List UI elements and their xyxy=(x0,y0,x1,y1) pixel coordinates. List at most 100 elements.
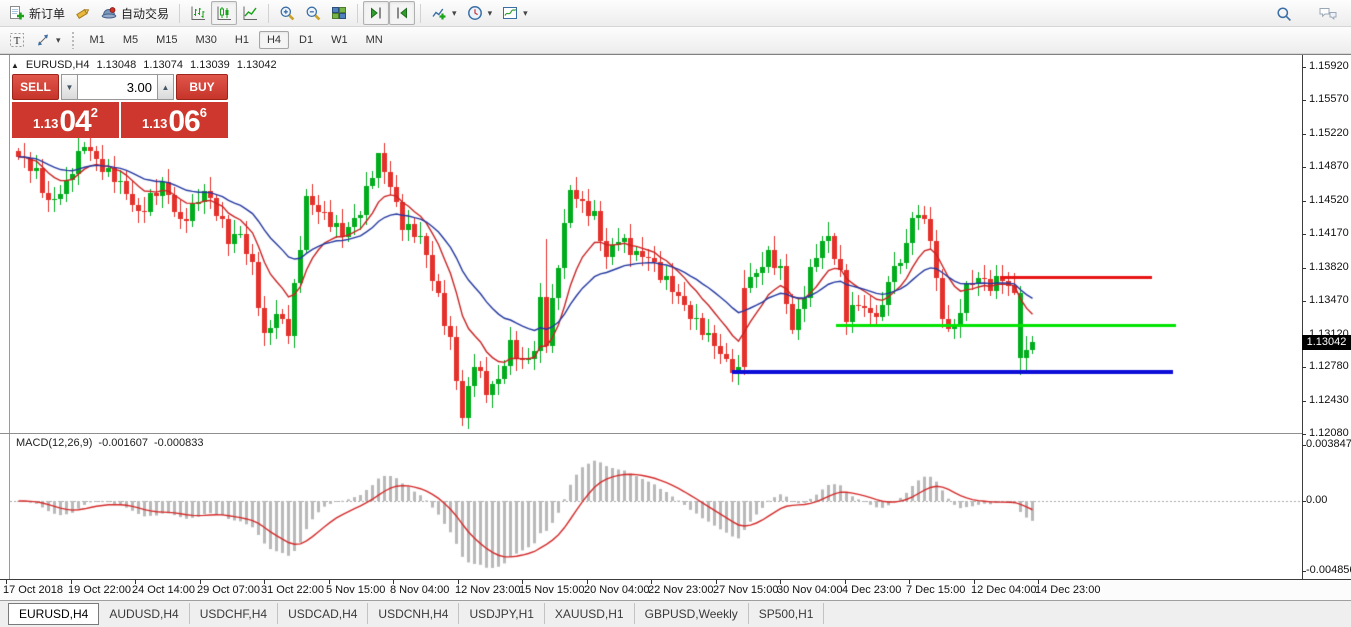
volume-input[interactable] xyxy=(78,74,157,100)
price-axis-tick-mark xyxy=(1302,133,1306,135)
sell-price-point: 2 xyxy=(90,105,98,120)
time-axis-label: 7 Dec 15:00 xyxy=(906,584,966,596)
time-axis-tick-mark xyxy=(522,580,523,584)
time-axis-label: 5 Nov 15:00 xyxy=(326,584,386,596)
toolbar-separator xyxy=(357,3,359,23)
autotrading-button[interactable]: 自动交易 xyxy=(96,1,174,25)
new-order-button[interactable]: 新订单 xyxy=(4,1,70,25)
market-tab-audusd-h4[interactable]: AUDUSD,H4 xyxy=(99,603,190,624)
cursor-tool-button[interactable]: ▾ xyxy=(30,28,66,52)
time-axis-label: 12 Nov 23:00 xyxy=(455,584,521,596)
time-axis-ruler[interactable] xyxy=(0,579,1351,601)
timeframe-button-mn[interactable]: MN xyxy=(365,34,383,46)
market-watch-tabs: EURUSD,H4 AUDUSD,H4 USDCHF,H4 USDCAD,H4 USDC… xyxy=(0,600,1351,627)
bar-chart-button[interactable] xyxy=(185,1,211,25)
price-axis-tick-mark xyxy=(1302,167,1306,169)
zoom-in-button[interactable] xyxy=(274,1,300,25)
market-tab-usdcnh-h4[interactable]: USDCNH,H4 xyxy=(368,603,460,624)
market-tab-eurusd-h4[interactable]: EURUSD,H4 xyxy=(8,603,100,625)
time-axis-tick-mark xyxy=(1038,580,1039,584)
macd-indicator-canvas[interactable] xyxy=(10,434,1302,579)
sell-button[interactable]: SELL xyxy=(12,74,59,100)
price-axis-tick: 1.15220 xyxy=(1309,126,1349,139)
volume-decrease-button[interactable]: ▼ xyxy=(61,74,78,100)
buy-button[interactable]: BUY xyxy=(176,74,228,100)
time-axis-label: 8 Nov 04:00 xyxy=(390,584,450,596)
chart-shift-button[interactable] xyxy=(363,1,390,25)
timeframe-button-d1[interactable]: D1 xyxy=(299,34,314,46)
buy-price-base: 1.13 xyxy=(142,116,168,131)
toolbar-separator xyxy=(179,3,181,23)
timeframe-button-h4[interactable]: H4 xyxy=(258,31,290,49)
chart-title: ▲ EURUSD,H4 1.13048 1.13074 1.13039 1.13… xyxy=(11,59,277,71)
text-tool-button[interactable]: T xyxy=(4,28,30,52)
dropdown-caret-icon: ▾ xyxy=(487,7,493,18)
time-axis-label: 14 Dec 23:00 xyxy=(1035,584,1101,596)
line-chart-button[interactable] xyxy=(237,1,263,25)
price-axis-tick-mark xyxy=(1302,301,1306,303)
timeframe-button-m30[interactable]: M30 xyxy=(195,34,217,46)
candlestick-button[interactable] xyxy=(211,1,238,25)
chart-left-border xyxy=(9,55,10,579)
chart-shift-icon xyxy=(368,5,384,21)
autotrading-icon xyxy=(101,5,117,21)
market-tab-usdchf-h4[interactable]: USDCHF,H4 xyxy=(190,603,279,624)
dropdown-caret-icon: ▾ xyxy=(523,7,528,18)
timeframe-toolbar: T ▾ M1 M5 M15 M30 H1 H4 D1 W1 MN xyxy=(0,27,1351,54)
zoom-out-icon xyxy=(305,5,321,21)
time-axis-tick-mark xyxy=(393,580,394,584)
volume-increase-button[interactable]: ▲ xyxy=(157,74,174,100)
market-tab-sp500-h1[interactable]: SP500,H1 xyxy=(749,603,825,624)
ohlc-low: 1.13039 xyxy=(190,59,230,71)
time-axis-tick-mark xyxy=(780,580,781,584)
timeframe-button-m15[interactable]: M15 xyxy=(156,34,178,46)
macd-label: MACD(12,26,9) -0.001607 -0.000833 xyxy=(16,437,204,449)
timeframe-button-m1[interactable]: M1 xyxy=(89,34,105,46)
sell-price-base: 1.13 xyxy=(33,116,59,131)
market-tab-usdcad-h4[interactable]: USDCAD,H4 xyxy=(278,603,369,624)
pane-separator[interactable] xyxy=(0,433,1302,434)
price-axis-tick: 1.15920 xyxy=(1309,60,1349,72)
timeframe-button-h1[interactable]: H1 xyxy=(234,34,249,46)
toolbar-separator xyxy=(420,3,422,23)
timeframe-button-m5[interactable]: M5 xyxy=(122,34,139,46)
time-axis-tick-mark xyxy=(329,580,330,584)
market-tab-xauusd-h1[interactable]: XAUUSD,H1 xyxy=(545,603,635,624)
macd-name: MACD(12,26,9) xyxy=(16,437,93,449)
templates-button[interactable]: ▾ xyxy=(497,1,533,25)
time-axis-label: 4 Dec 23:00 xyxy=(842,584,902,596)
periods-button[interactable]: ▾ xyxy=(462,1,498,25)
collapse-panel-arrow-icon[interactable]: ▲ xyxy=(11,60,19,70)
toolbar-grip[interactable] xyxy=(70,31,76,49)
zoom-out-button[interactable] xyxy=(300,1,326,25)
chart-symbol-label: EURUSD,H4 xyxy=(25,59,90,71)
chat-icon xyxy=(1318,6,1337,22)
time-axis-tick-mark xyxy=(6,580,7,584)
macd-value-main: -0.001607 xyxy=(98,437,148,449)
time-axis-tick-mark xyxy=(135,580,136,584)
search-button[interactable] xyxy=(1271,2,1297,26)
ohlc-high: 1.13074 xyxy=(143,59,184,71)
time-axis-label: 19 Oct 22:00 xyxy=(68,584,131,596)
timeframe-button-w1[interactable]: W1 xyxy=(331,34,348,46)
time-axis-tick-mark xyxy=(71,580,72,584)
macd-value-signal: -0.000833 xyxy=(153,437,204,449)
time-axis-tick-mark xyxy=(845,580,846,584)
market-tab-gbpusd-weekly[interactable]: GBPUSD,Weekly xyxy=(635,603,749,624)
market-tab-usdjpy-h1[interactable]: USDJPY,H1 xyxy=(459,603,545,624)
buy-price-display[interactable]: 1.13 06 6 xyxy=(121,102,228,138)
chat-button[interactable] xyxy=(1313,2,1339,26)
auto-scroll-button[interactable] xyxy=(389,1,416,25)
line-chart-icon xyxy=(242,5,258,21)
volume-stepper: ▼ ▲ xyxy=(61,74,174,100)
indicator-add-icon xyxy=(431,5,447,21)
toolbar-separator xyxy=(268,3,270,23)
price-axis-tick: 1.12430 xyxy=(1309,393,1349,406)
indicators-button[interactable]: ▾ xyxy=(426,1,462,25)
tile-windows-icon xyxy=(331,5,347,21)
time-axis-label: 27 Nov 15:00 xyxy=(713,584,779,596)
tile-windows-button[interactable] xyxy=(326,1,352,25)
objects-button[interactable] xyxy=(70,1,96,25)
price-axis-tick-mark xyxy=(1302,400,1306,402)
sell-price-display[interactable]: 1.13 04 2 xyxy=(12,102,119,138)
